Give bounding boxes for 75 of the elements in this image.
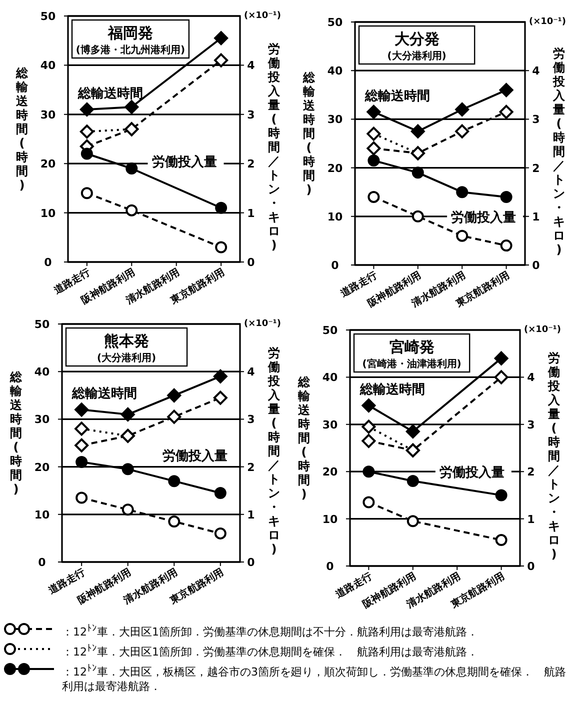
- text: 総輸送時間(時間): [303, 70, 315, 196]
- y2-tick-label: 2: [532, 162, 540, 175]
- text: (宮崎港・油津港利用): [362, 358, 462, 370]
- annotation: 総輸送時間: [359, 382, 425, 398]
- text: 労働投入量(時間／トン・キロ): [548, 351, 560, 561]
- text: ：12$^{ﾄﾝ}$車．大田区1箇所卸．労働基準の休息期間を確保． 航路利用は最寄港航路．: [62, 642, 479, 660]
- text: (大分港利用): [387, 50, 446, 62]
- annotation: 労働投入量: [162, 448, 228, 464]
- y-tick-label: 40: [322, 371, 338, 384]
- y-tick-label: 50: [322, 324, 338, 337]
- text: 大分発: [394, 30, 440, 48]
- y-tick-label: 10: [322, 512, 338, 526]
- text: (大分港利用): [96, 352, 156, 364]
- text: 労働投入量(時間／トン・キロ): [268, 346, 280, 556]
- y2-tick-label: 1: [527, 512, 535, 526]
- y2-tick-label: 1: [532, 210, 540, 224]
- y-tick-label: 20: [40, 158, 56, 171]
- annotation: 労働投入量: [451, 209, 516, 226]
- annotation: 総輸送時間: [77, 86, 143, 102]
- text: (×10⁻¹): [244, 11, 281, 21]
- y2-tick-label: 0: [247, 256, 256, 269]
- text: 労働投入量(時間／トン・キロ): [268, 42, 280, 252]
- y2-tick-label: 0: [527, 560, 536, 573]
- y-tick-label: 10: [40, 206, 56, 220]
- y2-tick-label: 4: [247, 366, 256, 379]
- text: (博多港・北九州港利用): [76, 44, 186, 56]
- y2-tick-label: 4: [527, 371, 536, 384]
- y-tick-label: 10: [327, 210, 343, 224]
- y2-tick-label: 2: [247, 158, 255, 171]
- y-tick-label: 30: [40, 108, 56, 122]
- y-tick-label: 30: [327, 113, 343, 126]
- y2-tick-label: 3: [532, 113, 540, 126]
- annotation: 労働投入量: [152, 154, 217, 170]
- y2-tick-label: 0: [532, 259, 540, 272]
- y2-tick-label: 4: [532, 64, 540, 78]
- text: (×10⁻¹): [524, 325, 561, 335]
- annotation: 総輸送時間: [364, 88, 430, 104]
- y-tick-label: 50: [40, 10, 56, 23]
- y-tick-label: 50: [34, 318, 50, 331]
- text: 総輸送時間(時間): [298, 375, 310, 501]
- text: ：12$^{ﾄﾝ}$車．大田区，板橋区，越谷市の3箇所を廻り，順次荷卸し．労働基準の休息期間を確保． 航路利用は最寄港航路．: [62, 662, 567, 694]
- text: 福岡発: [106, 24, 153, 42]
- y-tick-label: 20: [322, 466, 338, 479]
- y2-tick-label: 2: [247, 460, 255, 474]
- y-tick-label: 0: [331, 259, 340, 272]
- y2-tick-label: 0: [247, 556, 256, 569]
- y-tick-label: 40: [327, 64, 343, 78]
- text: 労働投入量(時間／トン・キロ): [553, 46, 565, 256]
- y2-tick-label: 3: [527, 418, 535, 432]
- text: (×10⁻¹): [529, 17, 566, 27]
- text: 総輸送時間(時間): [16, 66, 28, 192]
- text: ：12$^{ﾄﾝ}$車．大田区1箇所卸．労働基準の休息期間は不十分．航路利用は最寄港航路．: [62, 622, 479, 640]
- y2-tick-label: 3: [247, 108, 255, 122]
- y-tick-label: 0: [44, 256, 52, 269]
- y-tick-label: 20: [34, 460, 50, 474]
- annotation: 労働投入量: [439, 464, 504, 481]
- y-tick-label: 40: [40, 59, 56, 72]
- text: 総輸送時間(時間): [10, 370, 22, 496]
- y-tick-label: 10: [34, 508, 50, 522]
- text: (×10⁻¹): [244, 319, 281, 329]
- y-tick-label: 0: [38, 556, 46, 569]
- y-tick-label: 50: [327, 16, 343, 29]
- annotation: 総輸送時間: [71, 386, 137, 402]
- y2-tick-label: 4: [247, 59, 256, 72]
- y2-tick-label: 1: [247, 206, 255, 220]
- y-tick-label: 40: [34, 366, 50, 379]
- y-tick-label: 20: [327, 162, 343, 175]
- y2-tick-label: 3: [247, 413, 255, 426]
- y-tick-label: 0: [326, 560, 334, 573]
- y-tick-label: 30: [34, 413, 50, 426]
- text: 宮崎発: [389, 338, 434, 356]
- y2-tick-label: 2: [527, 466, 535, 479]
- text: 熊本発: [104, 332, 150, 350]
- y2-tick-label: 1: [247, 508, 255, 522]
- y-tick-label: 30: [322, 418, 338, 432]
